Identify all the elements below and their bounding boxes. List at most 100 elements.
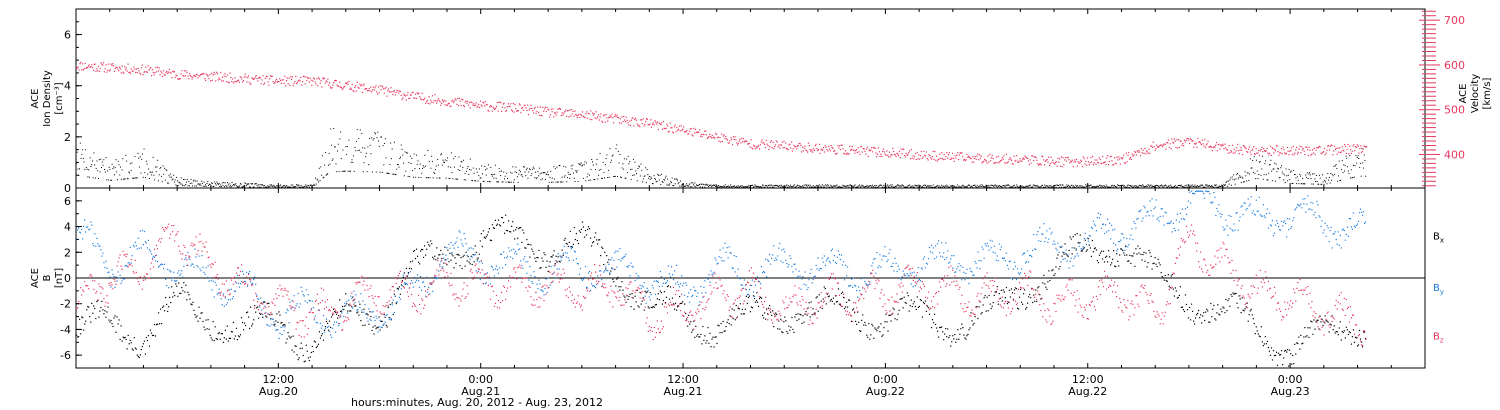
by-point <box>360 293 362 295</box>
ion-density-point <box>1312 183 1314 185</box>
velocity-point <box>1043 159 1045 161</box>
velocity-point <box>1051 161 1053 164</box>
ion-density-point <box>662 181 664 183</box>
bx-point <box>1136 253 1138 255</box>
velocity-point <box>217 79 219 81</box>
velocity-point <box>483 102 485 104</box>
by-point <box>99 245 101 247</box>
by-point <box>142 244 144 246</box>
ion-density-point <box>552 181 554 183</box>
bx-point <box>460 256 462 259</box>
ion-density-point <box>440 153 442 155</box>
bx-point <box>395 302 397 305</box>
bx-point <box>148 345 151 347</box>
velocity-point <box>680 125 682 127</box>
bx-point <box>965 338 967 340</box>
velocity-point <box>536 110 538 113</box>
bx-point <box>919 299 921 301</box>
velocity-point <box>132 70 134 72</box>
velocity-point <box>218 77 220 79</box>
ion-density-point <box>955 186 957 188</box>
velocity-point <box>460 104 462 107</box>
velocity-point <box>520 112 522 114</box>
velocity-point <box>1250 153 1252 156</box>
velocity-point <box>167 71 170 73</box>
bx-point <box>356 312 358 314</box>
velocity-point <box>1062 157 1064 159</box>
density-tick-label: 6 <box>64 29 71 42</box>
velocity-point <box>1227 152 1229 154</box>
ion-density-point <box>685 184 687 186</box>
ion-density-point <box>88 169 90 171</box>
by-point <box>192 263 194 265</box>
velocity-point <box>160 70 162 72</box>
bx-point <box>97 299 99 302</box>
ion-density-point <box>813 186 815 188</box>
velocity-point <box>826 148 828 151</box>
ion-density-point <box>116 179 118 181</box>
velocity-point <box>522 106 524 109</box>
by-point <box>252 282 254 285</box>
bx-point <box>455 262 457 265</box>
ion-density-point <box>538 167 540 169</box>
ion-density-point <box>932 184 934 186</box>
bx-point <box>545 266 547 269</box>
bx-point <box>1014 287 1017 289</box>
ion-density-point <box>793 185 795 187</box>
ion-density-point <box>870 185 872 187</box>
ion-density-point <box>1021 185 1023 187</box>
ion-density-point <box>924 184 926 186</box>
ion-density-point <box>1243 181 1245 183</box>
ion-density-point <box>436 177 438 179</box>
velocity-point <box>145 66 147 68</box>
ion-density-point <box>1285 168 1287 170</box>
bx-point <box>703 339 705 341</box>
ion-density-point <box>402 154 404 156</box>
velocity-point <box>593 113 595 115</box>
ion-density-point <box>520 174 522 176</box>
bx-point <box>914 305 916 308</box>
bx-point <box>1182 309 1185 311</box>
by-point <box>310 309 312 311</box>
bx-point <box>91 302 93 304</box>
velocity-point <box>550 108 552 110</box>
bx-point <box>417 261 420 263</box>
ion-density-point <box>205 185 207 187</box>
velocity-point <box>681 129 683 132</box>
velocity-point <box>442 101 444 103</box>
velocity-point <box>540 114 542 116</box>
bx-point <box>306 350 308 352</box>
ion-density-point <box>720 186 722 188</box>
ion-density-point <box>484 169 486 171</box>
ion-density-point <box>1032 186 1034 188</box>
ion-density-point <box>1225 181 1227 183</box>
bx-point <box>677 305 680 307</box>
ion-density-point <box>481 173 483 175</box>
ion-density-point <box>155 171 157 173</box>
velocity-point <box>248 81 251 83</box>
velocity-point <box>1134 151 1137 153</box>
ion-density-point <box>248 183 250 185</box>
by-point <box>341 312 343 314</box>
by-point <box>214 281 216 283</box>
by-point <box>368 308 370 310</box>
bx-point <box>444 246 446 248</box>
ion-density-point <box>709 184 711 186</box>
velocity-point <box>654 120 656 122</box>
velocity-point <box>817 149 820 151</box>
by-point <box>154 260 157 262</box>
ion-density-point <box>856 186 858 188</box>
by-point <box>170 271 172 273</box>
velocity-point <box>335 79 337 82</box>
ion-density-point <box>475 168 477 170</box>
ion-density-point <box>468 173 470 175</box>
velocity-point <box>934 150 936 153</box>
ion-density-point <box>299 186 301 188</box>
velocity-point <box>1360 145 1362 147</box>
ion-density-point <box>510 181 512 183</box>
ion-density-point <box>237 186 239 188</box>
velocity-point <box>1038 164 1040 166</box>
ion-density-point <box>529 169 531 171</box>
ion-density-point <box>677 183 679 185</box>
ion-density-point <box>547 171 549 173</box>
